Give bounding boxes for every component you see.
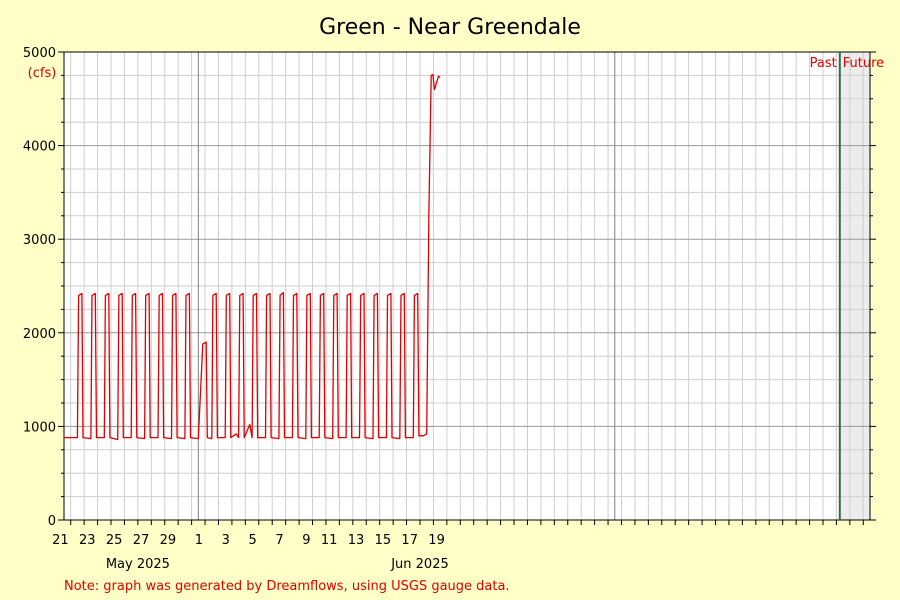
y-axis-unit-label: (cfs) — [28, 66, 57, 81]
source-note: Note: graph was generated by Dreamflows,… — [64, 579, 510, 594]
x-tick-label: 5 — [249, 533, 257, 548]
plot-area — [63, 51, 871, 521]
past-label: Past — [810, 56, 837, 71]
x-tick-label: 13 — [348, 533, 365, 548]
month-label: Jun 2025 — [390, 557, 449, 572]
x-tick-label: 29 — [160, 533, 177, 548]
x-tick-label: 1 — [195, 533, 203, 548]
x-tick-label: 15 — [375, 533, 392, 548]
y-tick-label: 2000 — [23, 327, 56, 342]
future-label: Future — [843, 56, 884, 71]
y-tick-label: 4000 — [23, 140, 56, 155]
x-tick-label: 25 — [106, 533, 123, 548]
x-tick-label: 7 — [275, 533, 283, 548]
x-tick-label: 23 — [79, 533, 96, 548]
x-tick-label: 9 — [302, 533, 310, 548]
x-tick-label: 11 — [321, 533, 338, 548]
x-tick-label: 27 — [133, 533, 150, 548]
flow-series-line — [64, 73, 441, 441]
y-tick-label: 5000 — [23, 46, 56, 61]
x-tick-label: 19 — [428, 533, 445, 548]
y-tick-label: 3000 — [23, 233, 56, 248]
x-tick-label: 17 — [401, 533, 418, 548]
y-tick-label: 1000 — [23, 420, 56, 435]
x-tick-label: 3 — [222, 533, 230, 548]
chart-title: Green - Near Greendale — [319, 15, 581, 40]
month-label: May 2025 — [106, 557, 170, 572]
y-tick-label: 0 — [48, 514, 56, 529]
x-tick-label: 21 — [52, 533, 69, 548]
